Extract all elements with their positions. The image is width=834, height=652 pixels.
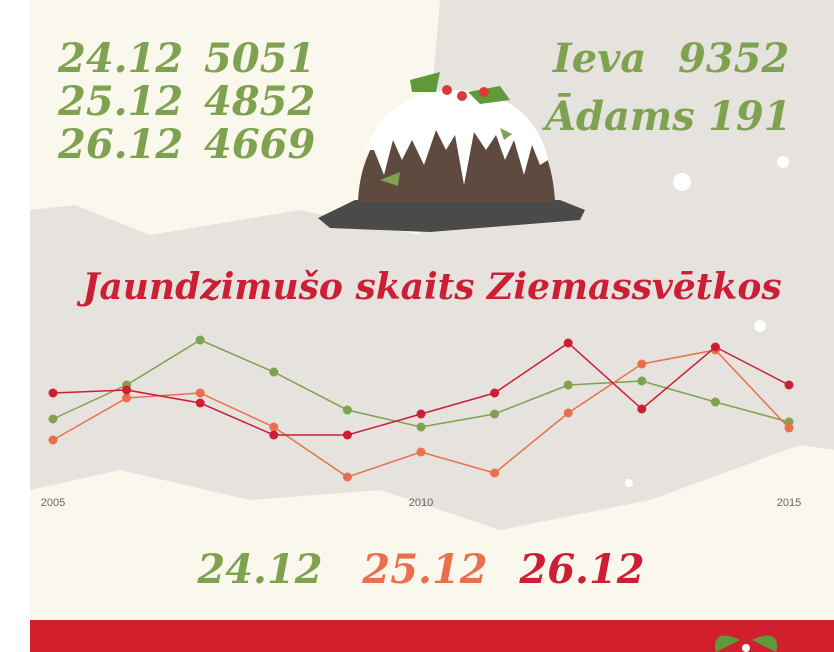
data-point <box>342 405 352 415</box>
data-point <box>490 409 500 419</box>
data-point <box>416 409 426 419</box>
chart-title: Jaundzimušo skaits Ziemassvētkos <box>76 266 781 308</box>
stat-date: 26.12 <box>57 121 183 168</box>
legend-entry: 24.12 <box>196 546 322 593</box>
data-point <box>342 430 352 440</box>
x-tick-label: 2010 <box>409 497 433 509</box>
data-point <box>122 385 132 395</box>
data-point <box>342 472 352 482</box>
x-tick-label: 2015 <box>777 497 801 509</box>
stat-count: 4669 <box>204 121 315 168</box>
data-point <box>637 376 647 386</box>
data-point <box>563 338 573 348</box>
data-point <box>48 435 58 445</box>
legend-entry: 26.12 <box>518 546 644 593</box>
holly-icon <box>715 635 777 652</box>
data-point <box>563 408 573 418</box>
data-point <box>490 388 500 398</box>
name-count: 9352 <box>678 35 789 82</box>
name-count: 191 <box>708 93 792 140</box>
stat-date: 24.12 <box>57 35 183 82</box>
data-point <box>48 388 58 398</box>
snow <box>625 156 789 487</box>
data-point <box>195 388 205 398</box>
data-point <box>637 359 647 369</box>
footer-bar <box>30 620 834 652</box>
pudding-illustration <box>318 72 585 232</box>
data-point <box>416 422 426 432</box>
stat-count: 4852 <box>204 78 315 125</box>
data-point <box>269 367 279 377</box>
stat-date: 25.12 <box>57 78 183 125</box>
data-point <box>269 422 279 432</box>
data-point <box>195 335 205 345</box>
data-point <box>48 414 58 424</box>
data-point <box>710 397 720 407</box>
data-point <box>563 380 573 390</box>
stat-count: 5051 <box>204 35 315 82</box>
name-label: Ieva <box>552 35 646 82</box>
legend-entry: 25.12 <box>361 546 487 593</box>
data-point <box>195 398 205 408</box>
name-label: Ādams <box>541 93 695 140</box>
data-point <box>269 430 279 440</box>
data-point <box>784 423 794 433</box>
data-point <box>490 468 500 478</box>
data-point <box>710 342 720 352</box>
data-point <box>784 380 794 390</box>
data-point <box>637 404 647 414</box>
gray-background <box>30 0 834 530</box>
x-tick-label: 2005 <box>41 497 65 509</box>
data-point <box>416 447 426 457</box>
data-point <box>122 393 132 403</box>
